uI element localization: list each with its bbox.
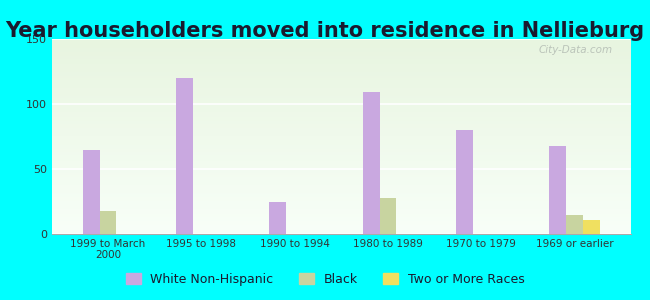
Bar xyxy=(363,92,380,234)
Bar xyxy=(83,149,99,234)
Text: City-Data.com: City-Data.com xyxy=(539,45,613,55)
Bar xyxy=(566,214,583,234)
Legend: White Non-Hispanic, Black, Two or More Races: White Non-Hispanic, Black, Two or More R… xyxy=(120,268,530,291)
Bar xyxy=(99,211,116,234)
Bar xyxy=(380,198,396,234)
Bar xyxy=(269,202,286,234)
Bar xyxy=(549,146,566,234)
Bar xyxy=(176,78,193,234)
Text: Year householders moved into residence in Nellieburg: Year householders moved into residence i… xyxy=(5,21,645,41)
Bar xyxy=(456,130,473,234)
Bar xyxy=(583,220,600,234)
